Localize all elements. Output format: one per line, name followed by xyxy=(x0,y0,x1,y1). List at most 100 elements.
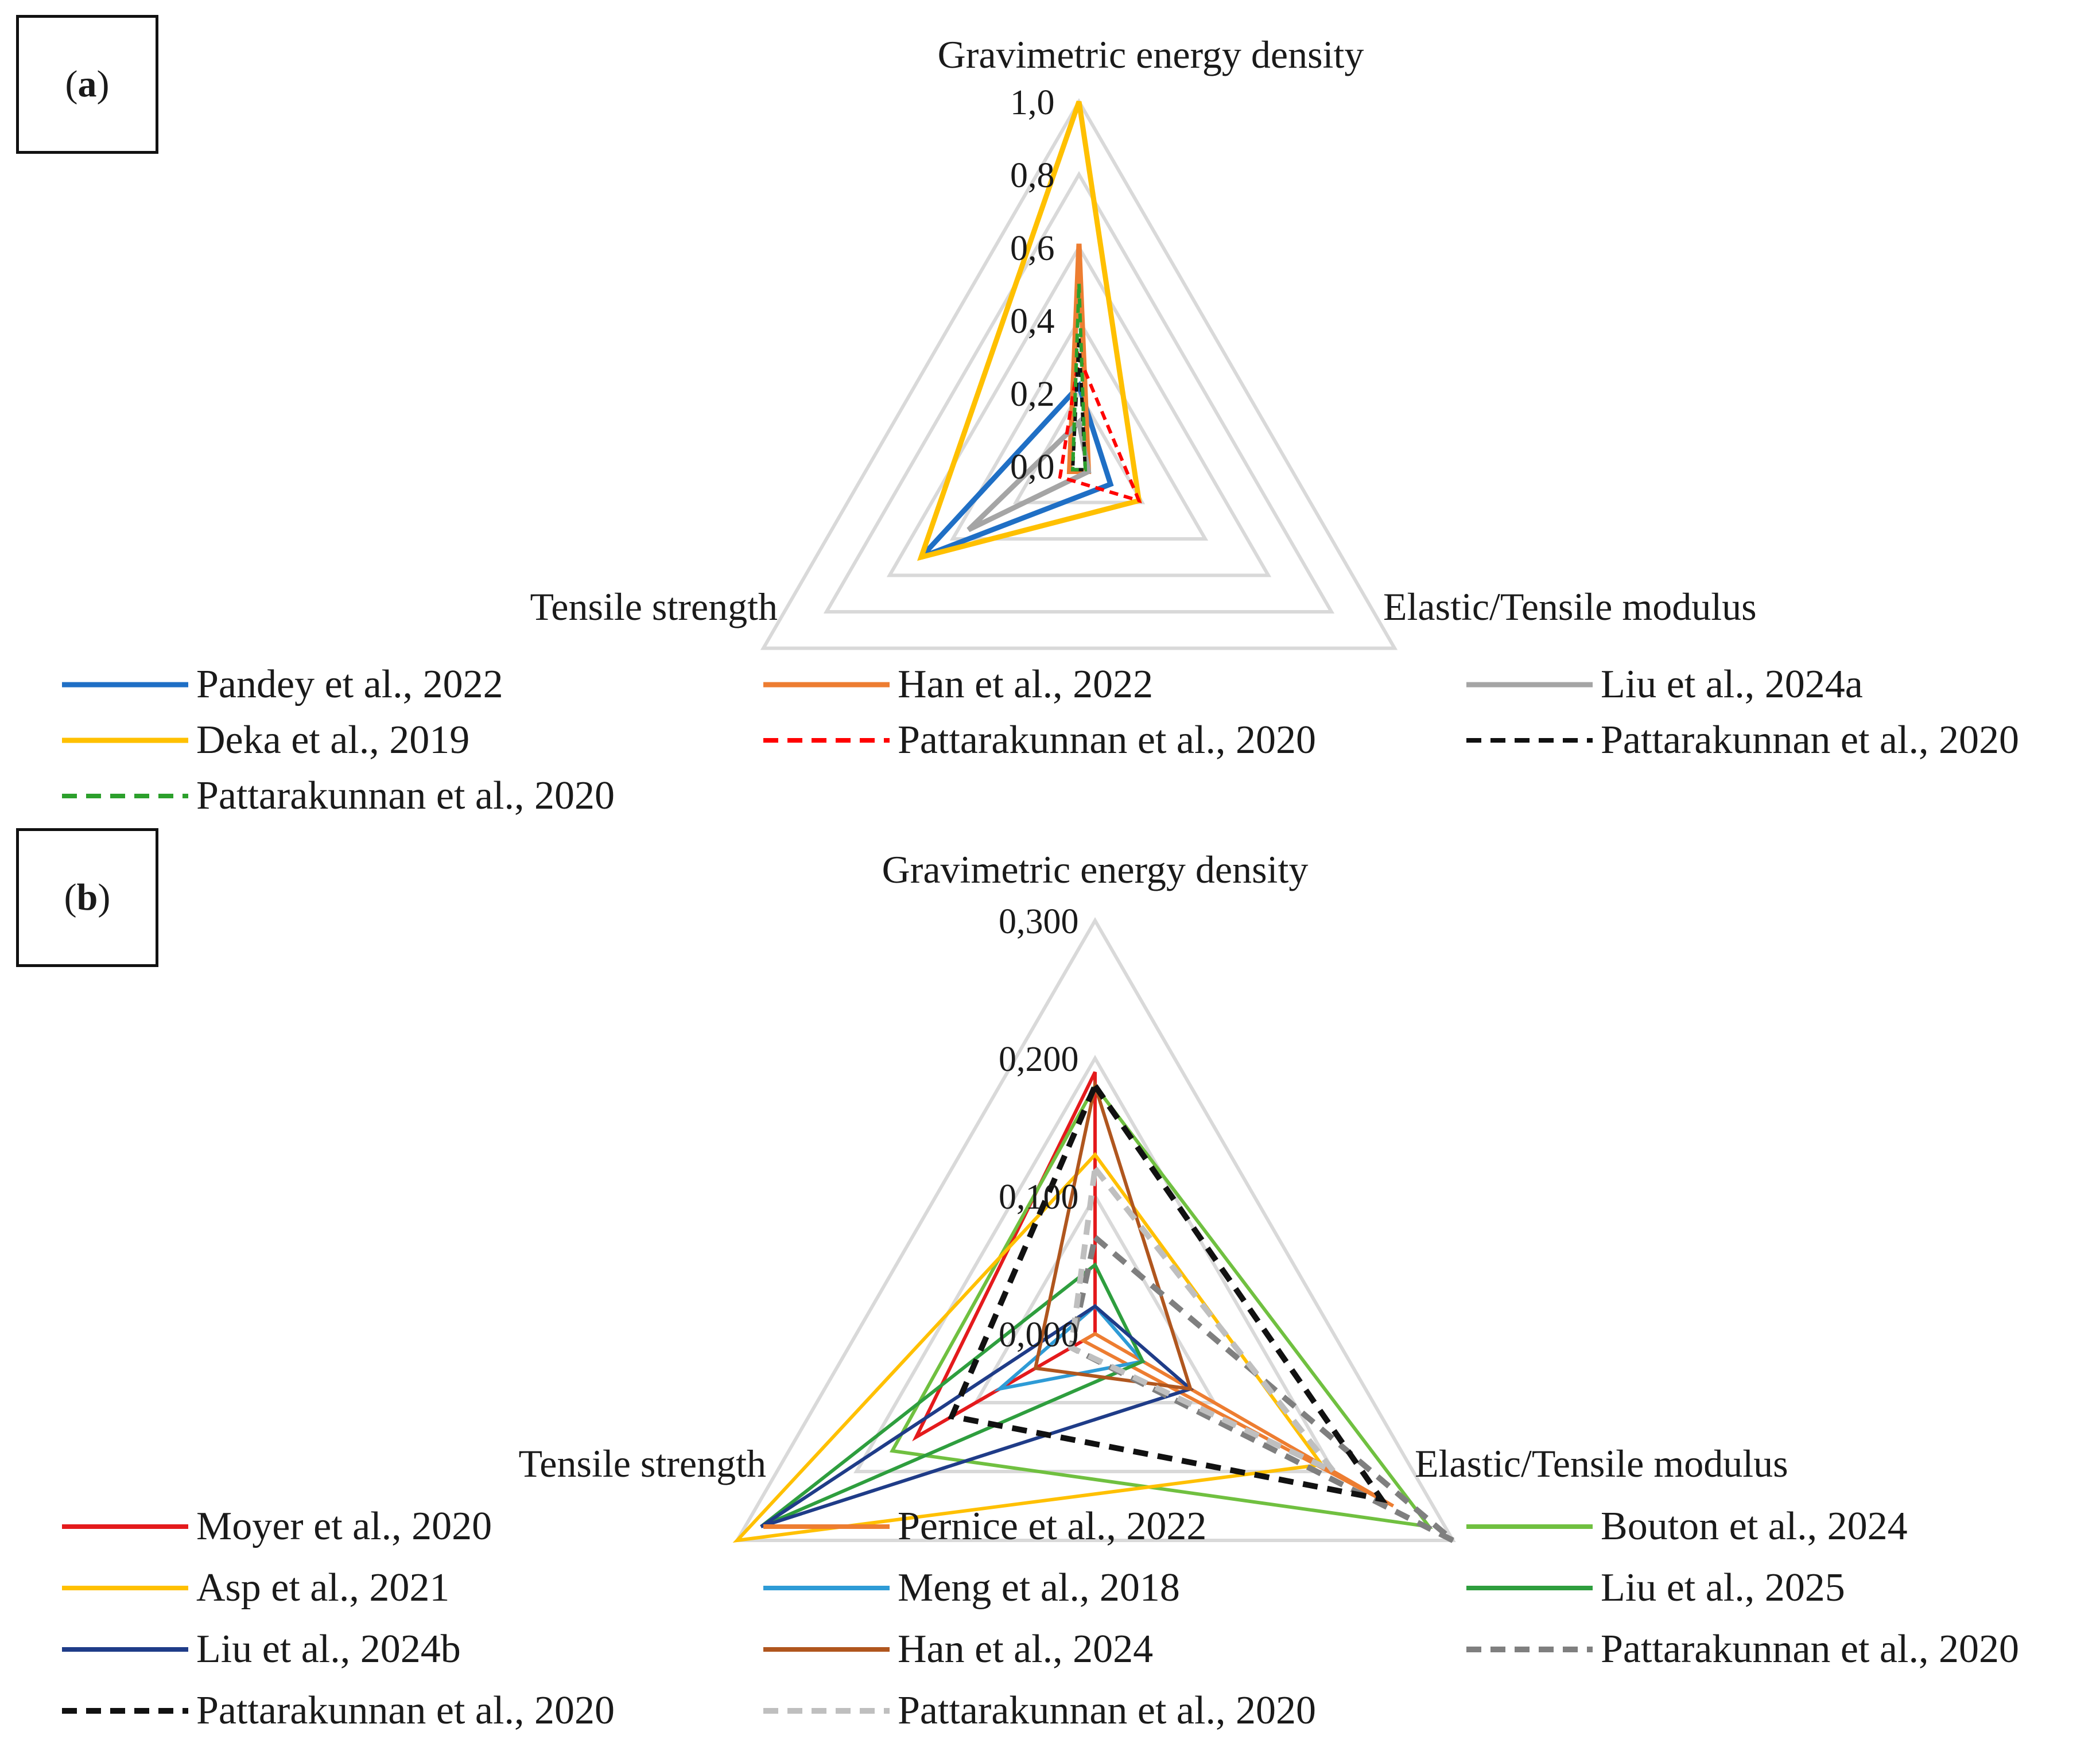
legend-swatch xyxy=(763,1647,890,1652)
panel-label-b: (b) xyxy=(16,828,158,967)
radar-grid xyxy=(760,98,1398,650)
legend-item: Han et al., 2022 xyxy=(763,662,1153,708)
axis-label: Tensile strength xyxy=(530,585,778,628)
legend-label: Deka et al., 2019 xyxy=(196,718,470,762)
legend-swatch xyxy=(62,1708,188,1714)
panel-label-b-text: b xyxy=(76,876,98,918)
legend-item: Liu et al., 2025 xyxy=(1466,1565,1845,1611)
series-6-polygon xyxy=(760,1262,1146,1528)
radar-chart-a: 0,0 0,2 0,4 0,6 0,8 1,0 Gravimetric energy den… xyxy=(530,33,1757,650)
tick-label: 0,8 xyxy=(1010,156,1055,195)
legend-label: Pattarakunnan et al., 2020 xyxy=(196,1688,615,1733)
axis-label: Elastic/Tensile modulus xyxy=(1383,585,1757,628)
series-2-polygon xyxy=(1080,1331,1395,1508)
grid-ring-1 xyxy=(972,1193,1218,1404)
legend-swatch xyxy=(763,1708,890,1714)
legend-label: Pattarakunnan et al., 2020 xyxy=(898,1688,1316,1733)
tick-label: 0,6 xyxy=(1010,229,1055,268)
tick-label: 0,100 xyxy=(999,1178,1079,1217)
legend-swatch xyxy=(763,1524,890,1529)
legend-item: Han et al., 2024 xyxy=(763,1626,1153,1672)
legend-swatch xyxy=(62,794,188,798)
legend-item: Liu et al., 2024a xyxy=(1466,662,1863,708)
grid-ring-5 xyxy=(760,98,1398,650)
legend-label: Liu et al., 2024a xyxy=(1601,662,1863,706)
legend-item: Pattarakunnan et al., 2020 xyxy=(763,717,1316,763)
legend-item: Asp et al., 2021 xyxy=(62,1565,449,1611)
legend-swatch xyxy=(1466,682,1593,688)
tick-label: 0,4 xyxy=(1010,302,1055,341)
legend-item: Pattarakunnan et al., 2020 xyxy=(1466,1626,2019,1672)
legend-label: Pandey et al., 2022 xyxy=(196,662,503,706)
series-2-polygon xyxy=(1066,243,1092,475)
legend-item: Deka et al., 2019 xyxy=(62,717,469,763)
legend-item: Pattarakunnan et al., 2020 xyxy=(763,1688,1316,1734)
axis-label: Gravimetric energy density xyxy=(938,33,1364,76)
panel-label-a: (a) xyxy=(16,15,158,154)
legend-swatch xyxy=(62,1586,188,1590)
legend-label: Pattarakunnan et al., 2020 xyxy=(196,774,615,818)
legend-swatch xyxy=(1466,1647,1593,1652)
legend-label: Pattarakunnan et al., 2020 xyxy=(1601,1627,2019,1671)
grid-ring-3 xyxy=(886,243,1272,577)
legend-item: Pandey et al., 2022 xyxy=(62,662,503,708)
radar-series xyxy=(917,100,1142,561)
panel-label-a-text: a xyxy=(77,63,97,105)
legend-label: Moyer et al., 2020 xyxy=(196,1504,492,1548)
grid-ring-2 xyxy=(949,317,1209,541)
legend-item: Pernice et al., 2022 xyxy=(763,1504,1206,1550)
radar-grid xyxy=(734,917,1456,1542)
legend-item: Bouton et al., 2024 xyxy=(1466,1504,1908,1550)
grid-ring-2 xyxy=(853,1054,1337,1473)
axis-label: Gravimetric energy density xyxy=(882,848,1309,891)
series-7-polygon xyxy=(1070,284,1088,472)
legend-label: Liu et al., 2025 xyxy=(1601,1566,1845,1610)
legend-swatch xyxy=(1466,1524,1593,1529)
grid-ring-1 xyxy=(1012,390,1146,504)
series-3-polygon xyxy=(889,1082,1433,1529)
tick-label: 0,0 xyxy=(1010,448,1055,487)
legend-swatch xyxy=(763,738,890,743)
tick-label: 0,300 xyxy=(999,902,1079,941)
legend-label: Bouton et al., 2024 xyxy=(1601,1504,1908,1548)
grid-ring-3 xyxy=(734,917,1456,1542)
tick-label: 0,000 xyxy=(999,1315,1079,1354)
series-1-polygon xyxy=(919,381,1114,560)
series-7-polygon xyxy=(760,1304,1194,1528)
legend-label: Asp et al., 2021 xyxy=(196,1566,450,1610)
series-4-polygon xyxy=(917,100,1142,561)
grid-ring-4 xyxy=(823,171,1335,614)
legend-item: Pattarakunnan et al., 2020 xyxy=(62,773,615,819)
legend-item: Moyer et al., 2020 xyxy=(62,1504,492,1550)
series-9-polygon xyxy=(1068,1232,1455,1543)
legend-item: Pattarakunnan et al., 2020 xyxy=(1466,717,2019,763)
legend-item: Meng et al., 2018 xyxy=(763,1565,1180,1611)
legend-label: Pernice et al., 2022 xyxy=(898,1504,1207,1548)
radar-chart-b: 0,000 0,100 0,200 0,300 Gravimetric energy d… xyxy=(519,848,1788,1543)
legend-item: Pattarakunnan et al., 2020 xyxy=(62,1688,615,1734)
legend-label: Han et al., 2024 xyxy=(898,1627,1154,1671)
legend-label: Pattarakunnan et al., 2020 xyxy=(898,718,1316,762)
legend-swatch xyxy=(1466,738,1593,743)
axis-label: Tensile strength xyxy=(519,1442,766,1485)
legend-swatch xyxy=(62,682,188,688)
tick-label: 1,0 xyxy=(1010,83,1055,122)
legend-swatch xyxy=(1466,1586,1593,1590)
legend-label: Pattarakunnan et al., 2020 xyxy=(1601,718,2019,762)
legend-swatch xyxy=(62,737,188,743)
series-5-polygon xyxy=(1058,350,1142,504)
tick-label: 0,2 xyxy=(1010,375,1055,414)
series-10-polygon xyxy=(948,1080,1388,1504)
legend-swatch xyxy=(763,682,890,688)
legend-label: Liu et al., 2024b xyxy=(196,1627,461,1671)
series-8-polygon xyxy=(1033,1079,1193,1391)
legend-swatch xyxy=(763,1586,890,1590)
legend-swatch xyxy=(62,1647,188,1652)
legend-item: Liu et al., 2024b xyxy=(62,1626,461,1672)
axis-label: Elastic/Tensile modulus xyxy=(1415,1442,1788,1485)
legend-label: Meng et al., 2018 xyxy=(898,1566,1180,1610)
series-11-polygon xyxy=(1068,1161,1336,1474)
series-5-polygon xyxy=(993,1303,1146,1392)
legend-label: Han et al., 2022 xyxy=(898,662,1154,706)
